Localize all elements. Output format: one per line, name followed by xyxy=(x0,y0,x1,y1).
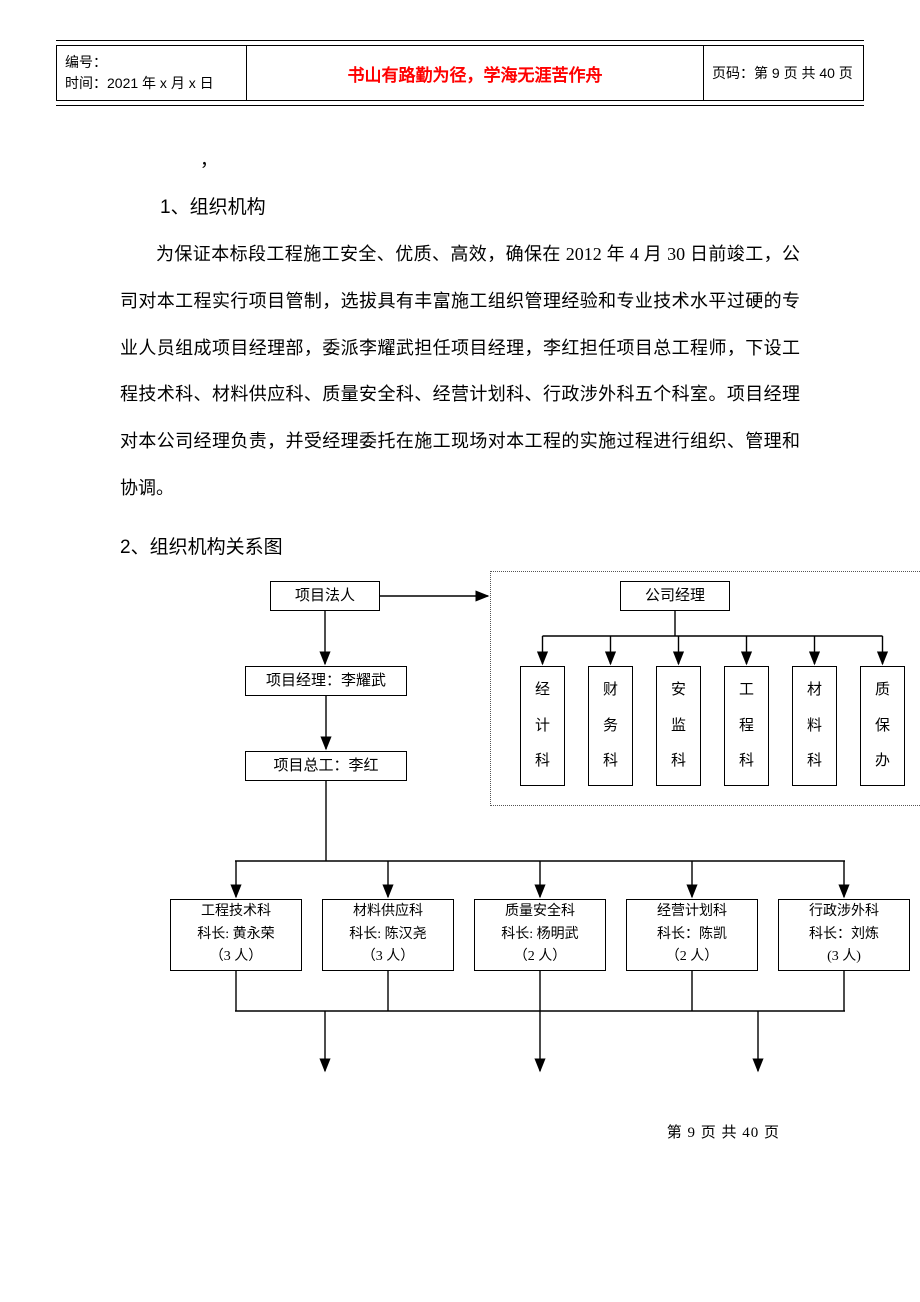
node-company-dept: 财务科 xyxy=(588,666,633,786)
dept-count: (3 人) xyxy=(827,946,861,968)
label-project-manager: 项目经理：李耀武 xyxy=(266,670,386,693)
header-number-label: 编号： xyxy=(65,54,107,70)
dept-head: 科长：陈凯 xyxy=(657,924,727,946)
section-1-paragraph: 为保证本标段工程施工安全、优质、高效，确保在 2012 年 4 月 30 日前竣… xyxy=(120,231,800,512)
node-project-chief: 项目总工：李红 xyxy=(245,751,407,781)
node-dept: 工程技术科科长: 黄永荣（3 人） xyxy=(170,899,302,971)
dept-count: （3 人） xyxy=(362,946,415,968)
node-company-manager: 公司经理 xyxy=(620,581,730,611)
header-time-value: 2021 年 x 月 x 日 xyxy=(107,75,214,91)
dept-count: （2 人） xyxy=(666,946,719,968)
dept-name: 质量安全科 xyxy=(505,901,575,923)
label-corporation: 项目法人 xyxy=(295,585,355,608)
node-project-manager: 项目经理：李耀武 xyxy=(245,666,407,696)
label-company-manager: 公司经理 xyxy=(645,585,705,608)
node-company-dept: 材料科 xyxy=(792,666,837,786)
node-dept: 经营计划科科长：陈凯（2 人） xyxy=(626,899,758,971)
dept-count: （2 人） xyxy=(514,946,567,968)
node-company-dept: 工程科 xyxy=(724,666,769,786)
dept-name: 材料供应科 xyxy=(353,901,423,923)
dept-head: 科长：刘炼 xyxy=(809,924,879,946)
page-footer: 第 9 页 共 40 页 xyxy=(50,1121,870,1142)
header-left-cell: 编号： 时间：2021 年 x 月 x 日 xyxy=(57,46,247,101)
node-dept: 行政涉外科科长：刘炼(3 人) xyxy=(778,899,910,971)
node-dept: 材料供应科科长: 陈汉尧（3 人） xyxy=(322,899,454,971)
header-page-label: 页码： xyxy=(712,65,754,81)
header-top-rule xyxy=(56,40,864,41)
header-page-value: 第 9 页 共 40 页 xyxy=(754,65,853,81)
org-chart: 项目法人 公司经理 项目经理：李耀武 项目总工：李红 经计科财务科安监科工程科材… xyxy=(150,571,920,1091)
header-center: 书山有路勤为径，学海无涯苦作舟 xyxy=(247,46,704,101)
header-right-cell: 页码：第 9 页 共 40 页 xyxy=(704,46,864,101)
header-table: 编号： 时间：2021 年 x 月 x 日 书山有路勤为径，学海无涯苦作舟 页码… xyxy=(56,45,864,101)
node-company-dept: 安监科 xyxy=(656,666,701,786)
dept-count: （3 人） xyxy=(210,946,263,968)
label-project-chief: 项目总工：李红 xyxy=(273,755,378,778)
dept-head: 科长: 黄永荣 xyxy=(197,924,274,946)
node-company-dept: 经计科 xyxy=(520,666,565,786)
section-1-title: 1、组织机构 xyxy=(160,192,800,219)
stray-comma: ， xyxy=(200,146,800,172)
dept-name: 行政涉外科 xyxy=(809,901,879,923)
dept-name: 经营计划科 xyxy=(657,901,727,923)
node-dept: 质量安全科科长: 杨明武（2 人） xyxy=(474,899,606,971)
node-corporation: 项目法人 xyxy=(270,581,380,611)
node-company-dept: 质保办 xyxy=(860,666,905,786)
section-2-title: 2、组织机构关系图 xyxy=(120,532,800,559)
dept-name: 工程技术科 xyxy=(201,901,271,923)
header-time-label: 时间： xyxy=(65,75,107,91)
dept-head: 科长: 杨明武 xyxy=(501,924,578,946)
dept-head: 科长: 陈汉尧 xyxy=(349,924,426,946)
